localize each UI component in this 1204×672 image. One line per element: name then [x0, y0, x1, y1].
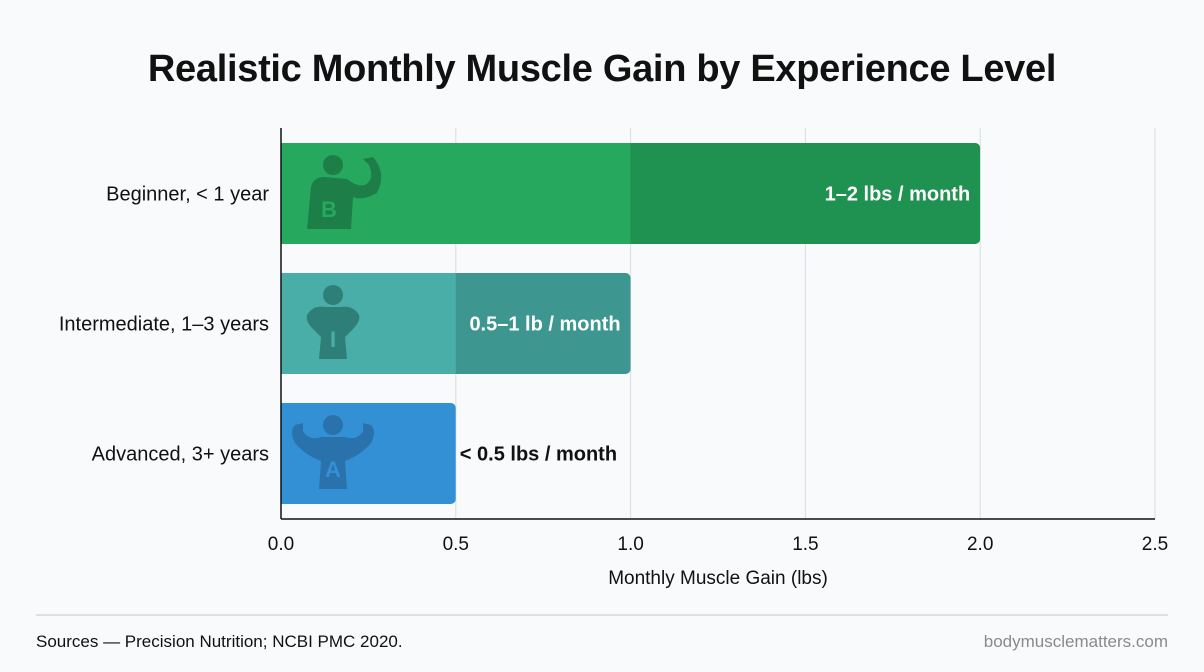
icon-body — [306, 306, 360, 359]
footer-divider — [36, 614, 1168, 616]
icon-body — [292, 423, 374, 489]
x-tick-label: 1.5 — [792, 534, 818, 555]
bar-data-label: < 0.5 lbs / month — [460, 444, 617, 466]
x-tick-label: 1.0 — [617, 534, 643, 555]
bar-data-label: 0.5–1 lb / month — [469, 314, 620, 336]
icon-letter: I — [330, 327, 336, 352]
icon-head — [323, 285, 343, 305]
y-category-label: Advanced, 3+ years — [92, 444, 269, 466]
bar-group: B — [281, 143, 981, 244]
bar-group: A — [281, 403, 456, 504]
y-category-label: Intermediate, 1–3 years — [59, 314, 269, 336]
icon-body — [307, 157, 382, 229]
bar-base-segment — [281, 273, 457, 374]
bar-group: I — [281, 273, 631, 374]
bar-range-segment — [455, 273, 631, 374]
bar-chart: 0.0 0.5 1.0 1.5 2.0 2.5 Monthly Muscle Gain (l… — [59, 128, 1168, 589]
bar-data-label: 1–2 lbs / month — [825, 184, 971, 206]
x-axis-label: Monthly Muscle Gain (lbs) — [608, 568, 828, 589]
sources-text: Sources — Precision Nutrition; NCBI PMC … — [36, 632, 403, 651]
icon-letter: B — [321, 197, 337, 222]
chart-title: Realistic Monthly Muscle Gain by Experie… — [147, 48, 1057, 90]
x-tick-label: 0.5 — [443, 534, 469, 555]
double-biceps-icon: A — [292, 415, 374, 489]
icon-letter: A — [325, 457, 341, 482]
x-tick-label: 2.5 — [1142, 534, 1168, 555]
x-tick-label: 2.0 — [967, 534, 993, 555]
y-category-label: Beginner, < 1 year — [106, 184, 269, 206]
bar-inner — [281, 273, 631, 374]
icon-head — [323, 415, 343, 435]
site-credit: bodymusclematters.com — [983, 632, 1168, 651]
hands-on-hips-icon: I — [306, 285, 360, 359]
flexing-one-arm-icon: B — [307, 155, 382, 229]
icon-head — [323, 155, 343, 175]
bar-range-segment — [630, 143, 981, 244]
x-tick-label: 0.0 — [268, 534, 294, 555]
